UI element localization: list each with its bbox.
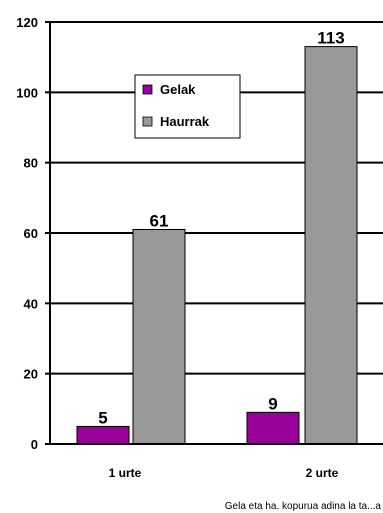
legend-swatch-haurrak bbox=[142, 116, 153, 127]
y-tick-label-80: 80 bbox=[24, 156, 38, 171]
y-tick-label-0: 0 bbox=[31, 437, 38, 452]
y-tick-label-100: 100 bbox=[16, 85, 38, 100]
x-category-label-1: 1 urte bbox=[109, 466, 142, 480]
bar-gelak-2 bbox=[246, 411, 300, 445]
legend-swatch-gelak bbox=[142, 84, 153, 95]
legend-label-haurrak: Haurrak bbox=[160, 114, 210, 129]
bars bbox=[76, 46, 358, 445]
legend: Gelak Haurrak bbox=[134, 74, 241, 139]
y-tick-label-40: 40 bbox=[24, 296, 38, 311]
x-category-label-2: 2 urte bbox=[306, 466, 339, 480]
legend-label-gelak: Gelak bbox=[160, 82, 196, 97]
y-axis-ticks: 0 20 40 60 80 100 120 bbox=[16, 15, 51, 452]
legend-box bbox=[134, 74, 241, 139]
x-axis-categories: 1 urte 2 urte bbox=[109, 466, 339, 480]
data-label-haurrak-1: 61 bbox=[150, 211, 169, 230]
y-tick-label-120: 120 bbox=[16, 15, 38, 30]
data-label-gelak-2: 9 bbox=[268, 394, 277, 413]
y-tick-label-20: 20 bbox=[24, 367, 38, 382]
bar-haurrak-1 bbox=[132, 228, 186, 445]
y-tick-label-60: 60 bbox=[24, 226, 38, 241]
data-label-haurrak-2: 113 bbox=[317, 29, 344, 48]
bar-haurrak-2 bbox=[304, 46, 358, 445]
data-label-gelak-1: 5 bbox=[98, 408, 107, 427]
bar-gelak-1 bbox=[76, 425, 130, 445]
source-note: Gela eta ha. kopurua adina la ta...a bbox=[225, 501, 382, 512]
data-labels: 5 61 9 113 bbox=[98, 29, 344, 428]
